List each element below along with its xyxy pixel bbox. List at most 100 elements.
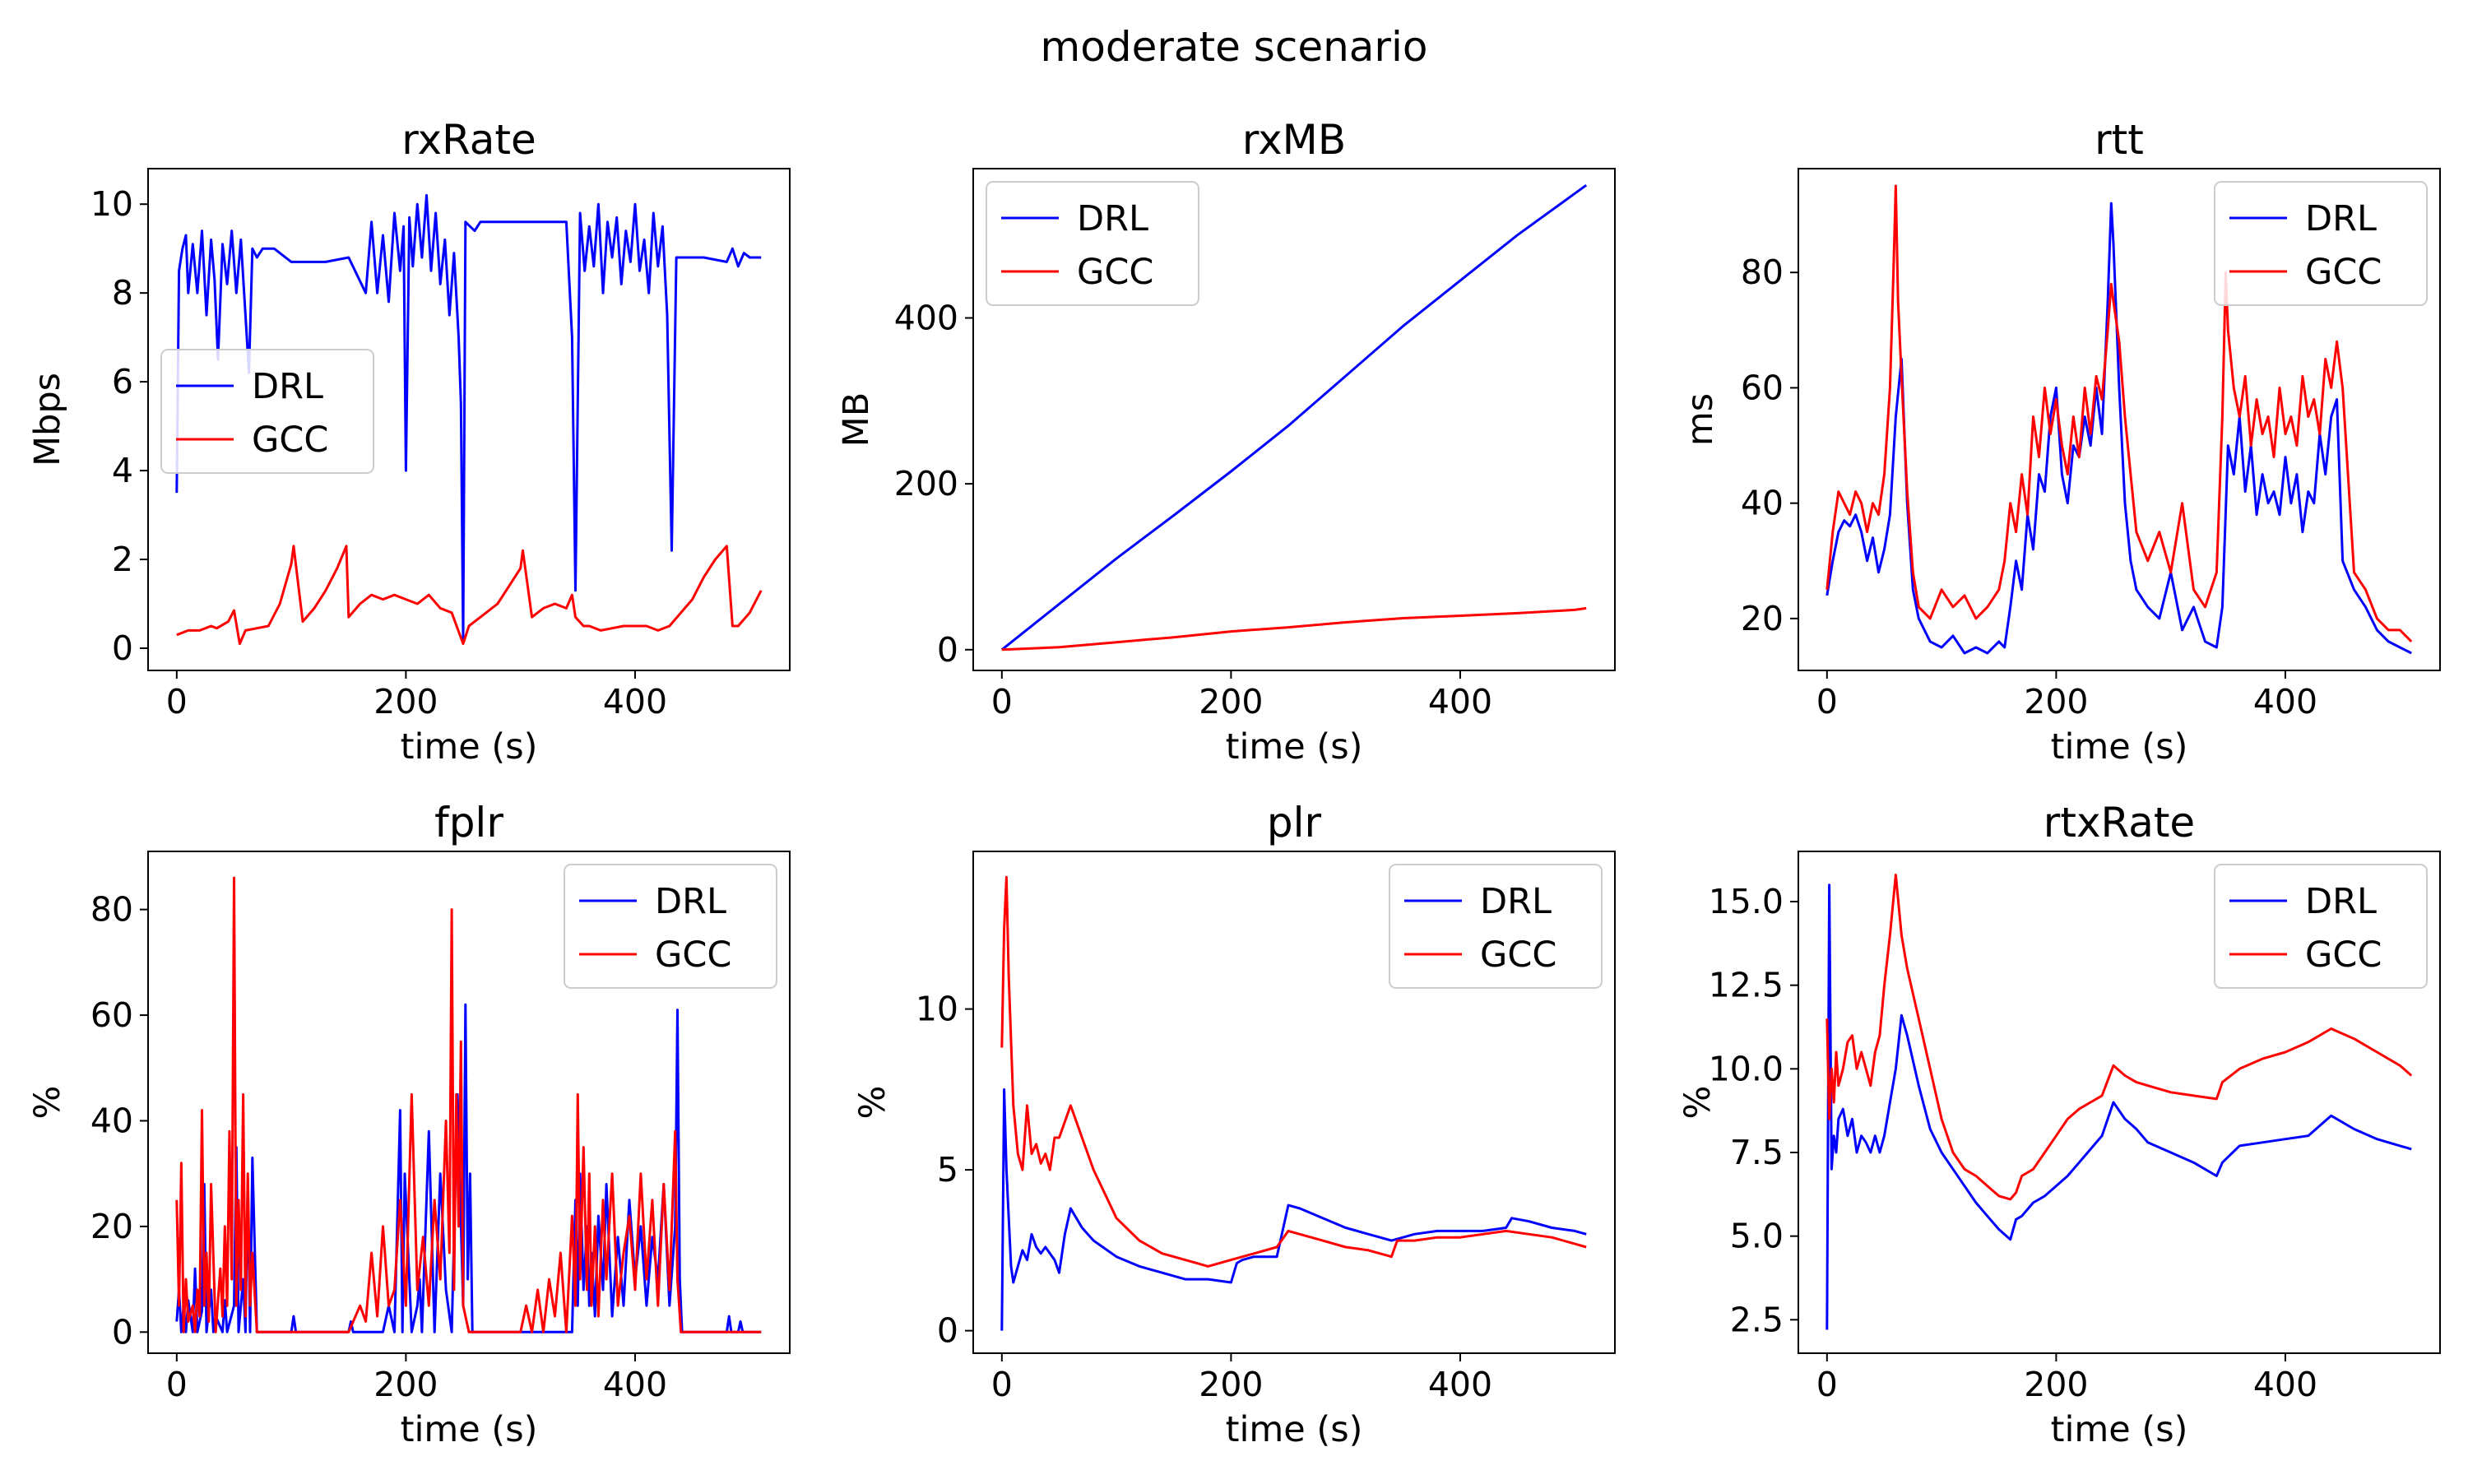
y-tick-label: 40 bbox=[1741, 484, 1784, 523]
legend-label-gcc: GCC bbox=[655, 934, 731, 976]
subplot-title: rxMB bbox=[1242, 116, 1346, 164]
axes-frame bbox=[1798, 851, 2441, 1354]
y-tick-label: 400 bbox=[894, 298, 958, 337]
y-tick-label: 10 bbox=[916, 990, 958, 1029]
y-axis-label: Mbps bbox=[27, 373, 68, 466]
legend-label-gcc: GCC bbox=[2305, 252, 2382, 293]
x-tick-label: 0 bbox=[991, 682, 1013, 721]
subplot-title: plr bbox=[1267, 799, 1322, 846]
legend-label-drl: DRL bbox=[1077, 198, 1148, 239]
y-tick-label: 15.0 bbox=[1709, 882, 1784, 921]
y-axis-label: MB bbox=[836, 392, 877, 448]
x-tick-label: 400 bbox=[1428, 682, 1492, 721]
y-axis-label: % bbox=[1677, 1086, 1719, 1120]
y-tick-label: 200 bbox=[894, 464, 958, 503]
y-tick-label: 12.5 bbox=[1709, 966, 1784, 1005]
x-axis-label: time (s) bbox=[401, 726, 538, 768]
y-tick-label: 5.0 bbox=[1730, 1217, 1784, 1256]
x-tick-label: 400 bbox=[1428, 1365, 1492, 1404]
x-tick-label: 400 bbox=[603, 1365, 667, 1404]
y-tick-label: 7.5 bbox=[1730, 1133, 1784, 1172]
y-tick-label: 0 bbox=[112, 1312, 133, 1352]
legend-label-drl: DRL bbox=[655, 881, 726, 922]
series-line-drl bbox=[1000, 1087, 1587, 1331]
subplot-fplr: fplr 0 200 400 0 20 40 60 80 time (s)% DRL GCC bbox=[27, 799, 791, 1450]
legend: DRL GCC bbox=[986, 181, 1199, 306]
y-tick-label: 10 bbox=[90, 184, 133, 224]
legend: DRL GCC bbox=[2214, 864, 2428, 989]
legend-box bbox=[1389, 864, 1603, 989]
legend-label-drl: DRL bbox=[1480, 881, 1552, 922]
legend-label-gcc: GCC bbox=[2305, 934, 2382, 976]
axes-frame bbox=[147, 851, 791, 1354]
x-tick-label: 200 bbox=[2024, 682, 2088, 721]
y-tick-label: 0 bbox=[937, 630, 958, 670]
legend-label-gcc: GCC bbox=[1077, 252, 1153, 293]
x-tick-label: 0 bbox=[166, 682, 188, 721]
subplot-rtt: rtt 0 200 400 20 40 60 80 time (s) ms DRL GCC bbox=[1680, 116, 2441, 768]
legend: DRL GCC bbox=[564, 864, 777, 989]
legend-label-gcc: GCC bbox=[1480, 934, 1556, 976]
x-axis-label: time (s) bbox=[2051, 1409, 2188, 1450]
subplot-rxRate: rxRate 0 200 400 0 2 4 6 8 10 time (s) Mbps DRL GCC bbox=[27, 116, 791, 768]
legend-box bbox=[564, 864, 777, 989]
legend-box bbox=[2214, 181, 2428, 306]
legend-label-drl: DRL bbox=[2305, 881, 2377, 922]
axes-frame bbox=[972, 168, 1616, 671]
y-tick-label: 60 bbox=[90, 995, 133, 1035]
subplot-rtxRate: rtxRate 0 200 400 2.5 5.0 7.5 10.0 12.5 15.0 time … bbox=[1677, 799, 2441, 1450]
x-axis-label: time (s) bbox=[1226, 1409, 1363, 1450]
x-axis-label: time (s) bbox=[1226, 726, 1363, 768]
x-tick-label: 200 bbox=[2024, 1365, 2088, 1404]
subplot-title: fplr bbox=[434, 799, 503, 846]
legend-label-gcc: GCC bbox=[252, 420, 328, 461]
y-tick-label: 80 bbox=[90, 890, 133, 930]
y-tick-label: 0 bbox=[112, 628, 133, 668]
series-line-gcc bbox=[1001, 606, 1587, 652]
axes-frame bbox=[1798, 168, 2441, 671]
y-tick-label: 80 bbox=[1741, 253, 1784, 292]
figure-title: moderate scenario bbox=[1040, 23, 1428, 71]
subplot-rxMB: rxMB 0 200 400 0 200 400 time (s) MB DRL GCC bbox=[836, 116, 1616, 768]
y-tick-label: 20 bbox=[1741, 599, 1784, 638]
series-line-gcc bbox=[175, 876, 762, 1333]
series-line-gcc bbox=[176, 545, 763, 646]
subplot-plr: plr 0 200 400 0 5 10 time (s)% DRL GCC bbox=[852, 799, 1616, 1450]
x-tick-label: 200 bbox=[1199, 682, 1263, 721]
subplot-title: rtt bbox=[2095, 116, 2144, 164]
y-axis-label: % bbox=[27, 1086, 68, 1120]
legend-box bbox=[160, 349, 374, 474]
series-line-gcc bbox=[1825, 874, 2413, 1201]
y-axis-label: % bbox=[852, 1086, 893, 1120]
y-tick-label: 60 bbox=[1741, 368, 1784, 407]
x-tick-label: 0 bbox=[1816, 1365, 1838, 1404]
x-tick-label: 400 bbox=[2253, 1365, 2317, 1404]
y-axis-label: ms bbox=[1680, 393, 1721, 446]
legend: DRL GCC bbox=[2214, 181, 2428, 306]
x-tick-label: 200 bbox=[373, 1365, 438, 1404]
legend-label-drl: DRL bbox=[2305, 198, 2377, 239]
x-tick-label: 200 bbox=[373, 682, 438, 721]
series-line-drl bbox=[175, 193, 762, 641]
y-tick-label: 5 bbox=[937, 1150, 958, 1190]
series-line-gcc bbox=[1825, 184, 2413, 642]
y-tick-label: 40 bbox=[90, 1101, 133, 1140]
legend-box bbox=[986, 181, 1199, 306]
x-tick-label: 0 bbox=[166, 1365, 188, 1404]
y-tick-label: 2 bbox=[112, 540, 133, 579]
legend-box bbox=[2214, 864, 2428, 989]
series-line-drl bbox=[1825, 883, 2412, 1330]
axes-frame bbox=[972, 851, 1616, 1354]
x-tick-label: 0 bbox=[991, 1365, 1013, 1404]
series-line-drl bbox=[1000, 183, 1588, 651]
x-tick-label: 400 bbox=[2253, 682, 2317, 721]
subplot-title: rxRate bbox=[401, 116, 536, 164]
y-tick-label: 0 bbox=[937, 1311, 958, 1351]
y-tick-label: 8 bbox=[112, 273, 133, 313]
series-line-gcc bbox=[1000, 875, 1587, 1268]
y-tick-label: 10.0 bbox=[1709, 1049, 1784, 1088]
legend-label-drl: DRL bbox=[252, 366, 323, 407]
x-tick-label: 0 bbox=[1816, 682, 1838, 721]
